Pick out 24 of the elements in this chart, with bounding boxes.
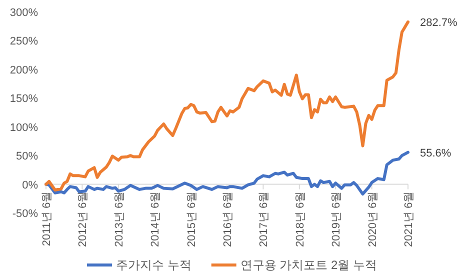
x-tick-label: 2014년 6월 — [150, 191, 162, 247]
y-tick-label: 150% — [10, 93, 38, 106]
x-tick-label: 2017년 6월 — [258, 191, 270, 247]
y-tick-label: 250% — [10, 36, 38, 48]
y-tick-label: 200% — [10, 64, 38, 76]
x-tick-label: 2012년 6월 — [77, 191, 90, 247]
y-tick-label: 0% — [22, 179, 38, 192]
x-tick-label: 2021년 6월 — [403, 191, 415, 247]
x-tick-label: 2020년 6월 — [366, 191, 379, 247]
annotation: 282.7% — [420, 16, 458, 29]
y-tick-label: 100% — [10, 122, 38, 134]
legend-label: 연구용 가치포트 2월 누적 — [240, 258, 378, 272]
x-tick-label: 2011년 6월 — [41, 191, 53, 246]
annotation: 55.6% — [420, 147, 452, 160]
y-tick-label: 50% — [16, 150, 38, 163]
x-tick-label: 2018년 6월 — [294, 191, 306, 247]
y-tick-label: 300% — [10, 7, 38, 19]
y-tick-label: -50% — [12, 208, 38, 220]
x-tick-label: 2016년 6월 — [222, 191, 234, 247]
x-tick-label: 2019년 6월 — [330, 191, 343, 247]
x-tick-label: 2013년 6월 — [113, 191, 126, 247]
x-tick-label: 2015년 6월 — [186, 191, 198, 247]
legend-label: 주가지수 누적 — [116, 258, 192, 272]
line-series — [44, 20, 410, 192]
